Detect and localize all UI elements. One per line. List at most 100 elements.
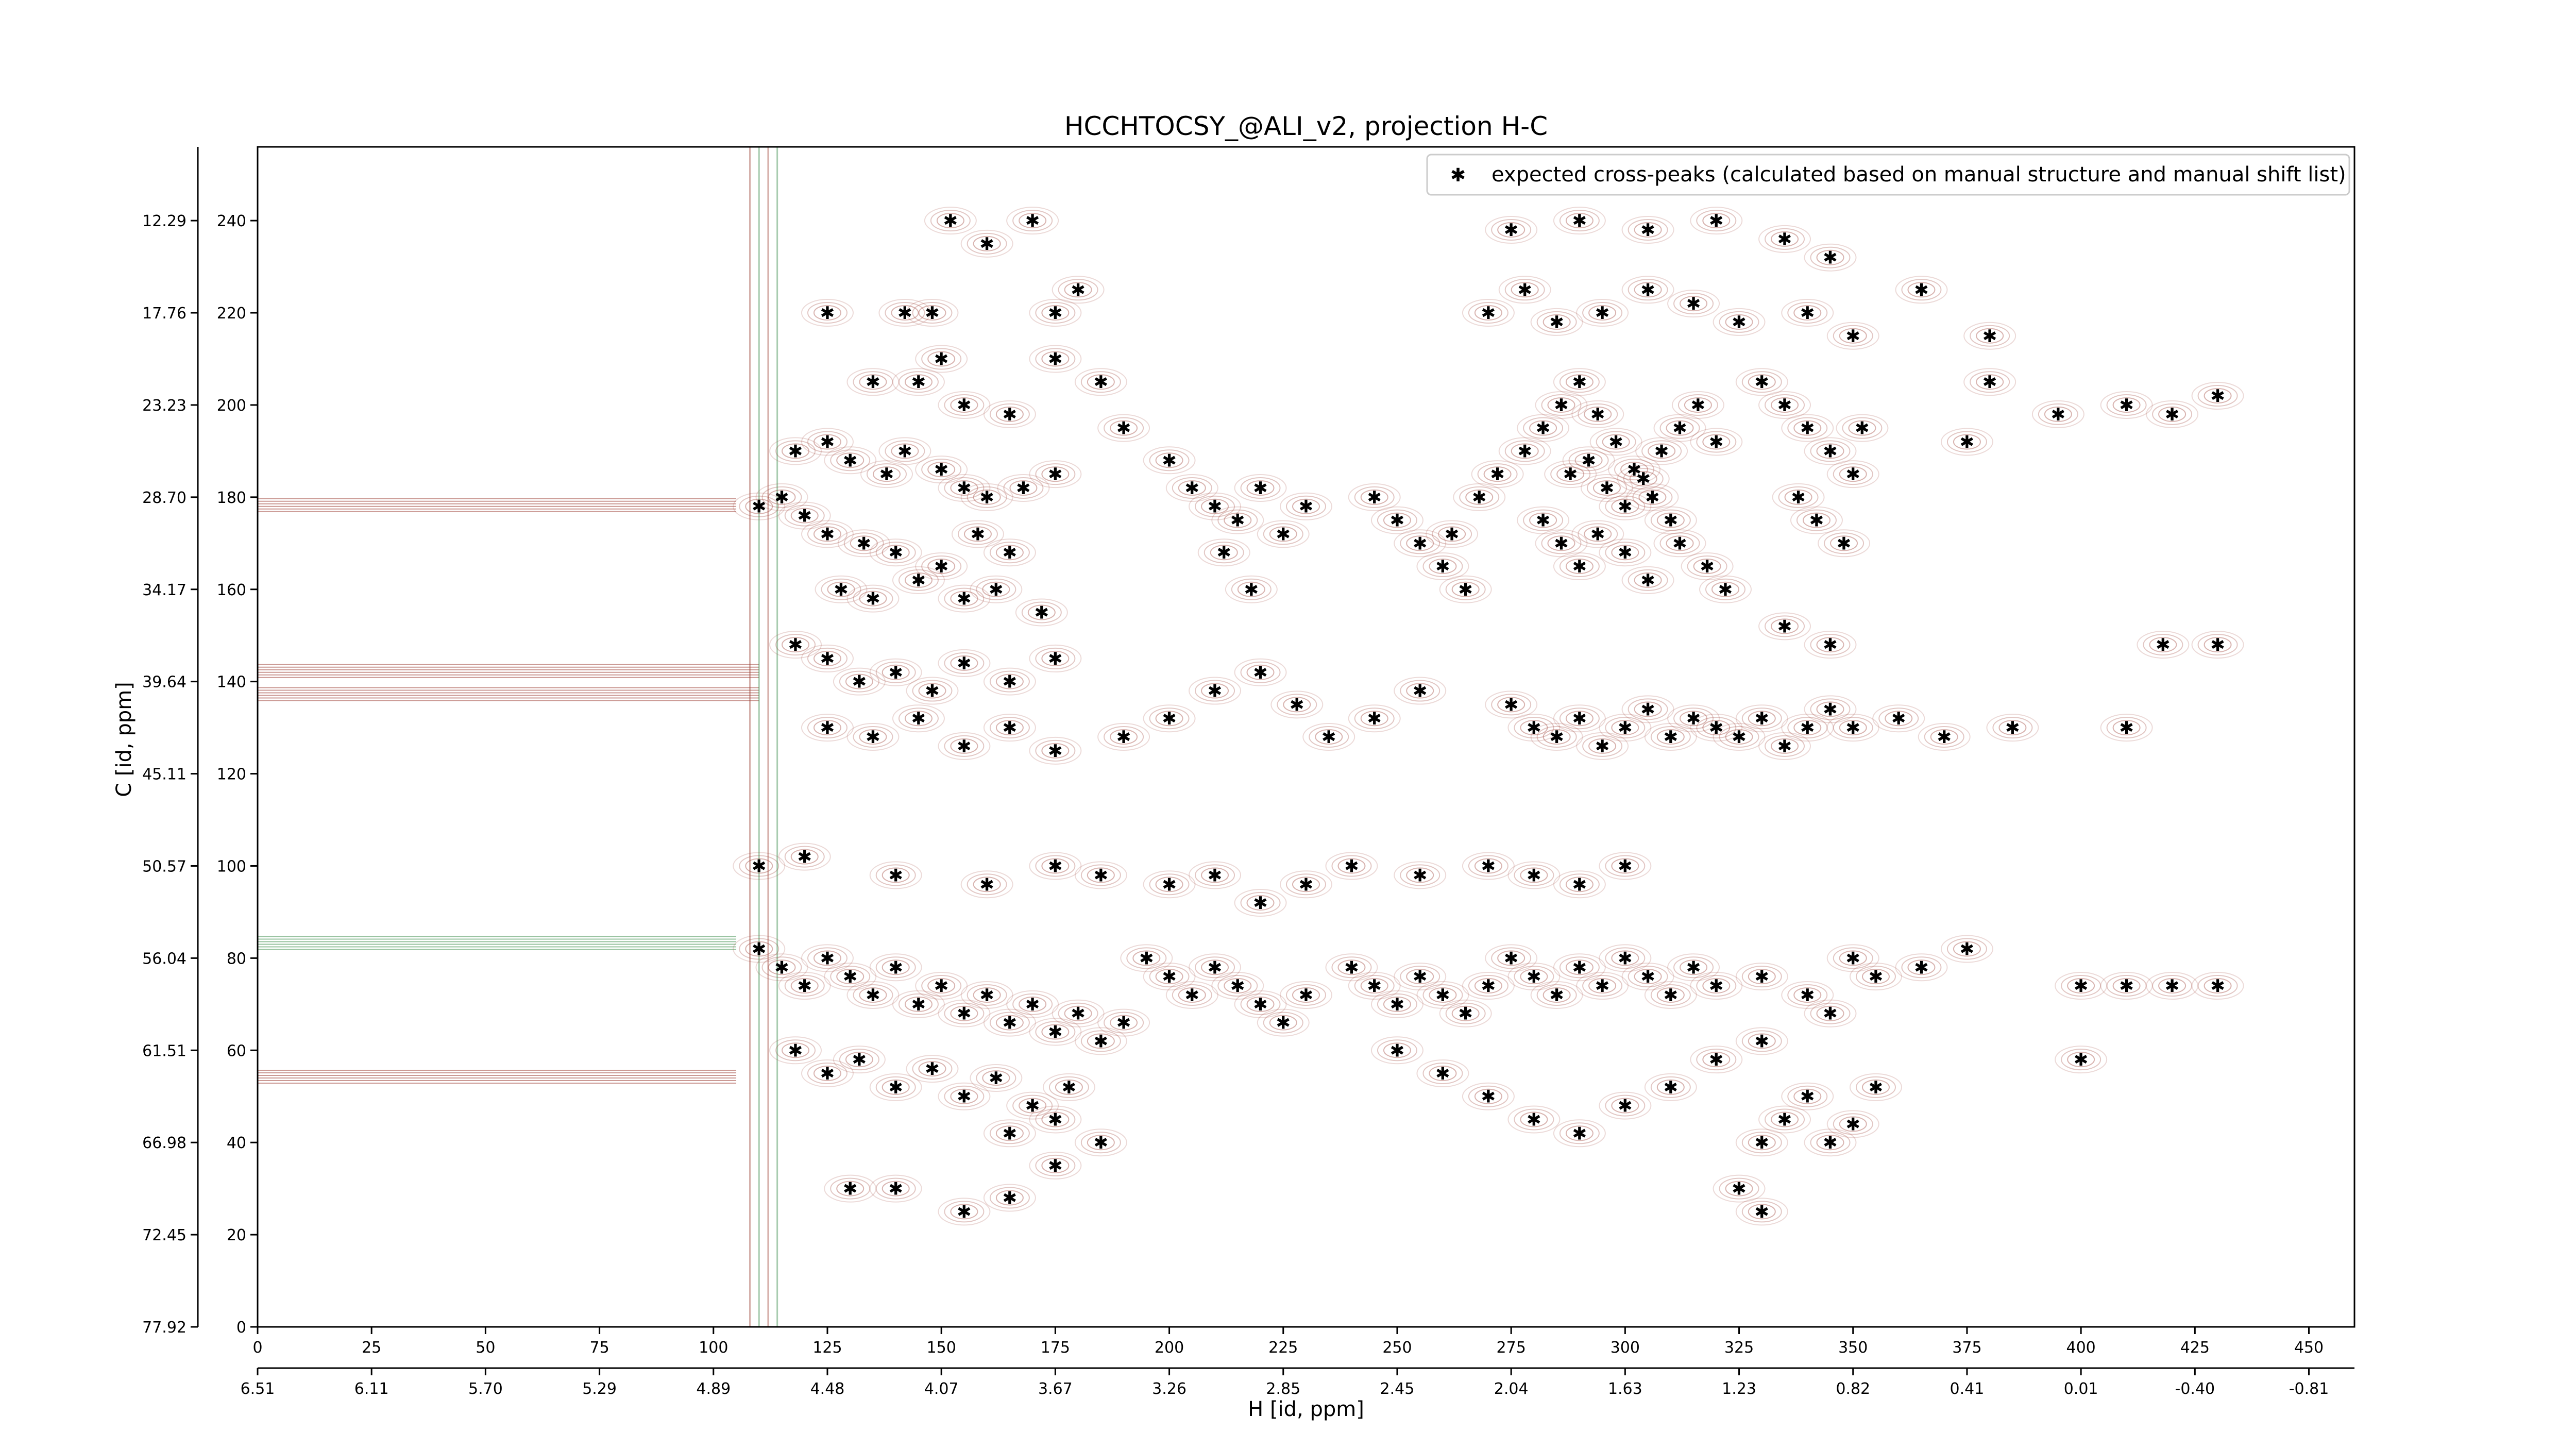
contour-ring [1970, 371, 2010, 393]
x-ppm-tick-label: -0.81 [2289, 1380, 2329, 1398]
contour-ring [1614, 459, 1655, 481]
contour-ring [875, 864, 916, 886]
contour-ring [1634, 282, 1662, 298]
contour-ring [1426, 520, 1479, 548]
contour-ring [1787, 984, 1828, 1006]
cross-peak-point: ✱ [1572, 211, 1587, 231]
contour-ring [1201, 867, 1229, 883]
contour-ring [1719, 1177, 1759, 1200]
contour-ring [801, 644, 854, 672]
contour-ring [1635, 437, 1688, 465]
cross-peak-point: ✱ [1800, 303, 1815, 324]
contour-ring [778, 501, 831, 530]
cross-peak-point: ✱ [1230, 511, 1245, 531]
contour-ring [1588, 738, 1617, 754]
contour-ring [1793, 305, 1822, 321]
contour-ring [1861, 969, 1890, 985]
contour-ring [1217, 975, 1258, 997]
contour-ring [1878, 707, 1919, 730]
contour-ring [1331, 956, 1372, 979]
cross-peak-point: ✱ [1071, 1004, 1086, 1024]
cross-peak-point: ✱ [1590, 405, 1605, 425]
cross-peak-point: ✱ [1162, 967, 1177, 987]
contour-ring [1787, 302, 1828, 324]
contour-ring [924, 207, 977, 235]
cross-peak-point: ✱ [1672, 533, 1687, 554]
contour-ring [1201, 498, 1229, 514]
contour-ring [1930, 729, 1958, 745]
contour-ring [1035, 302, 1076, 324]
contour-ring [1530, 981, 1583, 1009]
contour-ring [1605, 495, 1646, 517]
contour-ring [1543, 729, 1571, 745]
cross-peak-point: ✱ [1517, 280, 1532, 300]
contour-ring [1377, 1039, 1417, 1062]
cross-peak-point: ✱ [1914, 957, 1929, 978]
contour-ring [1370, 1036, 1423, 1065]
contour-ring [873, 466, 901, 482]
contour-ring [769, 631, 822, 659]
contour-ring [860, 460, 913, 488]
contour-ring [1793, 420, 1822, 436]
contour-ring [768, 959, 796, 975]
cross-peak-point: ✱ [897, 441, 912, 462]
contour-ring [967, 486, 1007, 508]
contour-ring [1240, 993, 1281, 1015]
contour-ring [2146, 972, 2199, 1000]
contour-ring [1677, 394, 1718, 416]
cross-peak-point: ✱ [957, 1202, 972, 1222]
cross-peak-point: ✱ [1572, 874, 1587, 895]
contour-ring [1432, 523, 1472, 545]
y-ppm-tick-label: 39.64 [142, 673, 187, 692]
contour-ring [1246, 895, 1275, 911]
contour-ring [739, 855, 779, 877]
contour-ring [1781, 414, 1834, 442]
cross-peak-point: ✱ [1025, 1096, 1040, 1117]
cross-peak-point: ✱ [1608, 432, 1623, 453]
contour-ring [2191, 382, 2244, 410]
contour-ring [1855, 1076, 1896, 1098]
contour-ring [1671, 391, 1724, 419]
x-ppm-tick-label: 4.89 [696, 1380, 731, 1398]
contour-ring [790, 508, 819, 524]
contour-ring [1550, 463, 1591, 485]
contour-ring [768, 489, 796, 505]
contour-ring [1611, 950, 1639, 966]
contour-ring [1529, 512, 1557, 528]
contour-ring [1605, 717, 1646, 739]
contour-ring [915, 552, 968, 581]
x-tick-label: 50 [476, 1339, 495, 1357]
contour-ring [833, 1046, 886, 1074]
x-ppm-tick-label: 2.45 [1380, 1380, 1415, 1398]
contour-ring [1517, 506, 1570, 534]
contour-ring [938, 999, 991, 1027]
contour-ring [1816, 249, 1844, 265]
cross-peak-point: ✱ [1937, 727, 1952, 748]
cross-peak-point: ✱ [1344, 957, 1359, 978]
cross-peak-point: ✱ [1016, 478, 1031, 499]
contour-ring [807, 647, 848, 669]
contour-ring [1292, 498, 1320, 514]
contour-ring [1818, 529, 1871, 558]
contour-ring [1155, 711, 1183, 727]
contour-ring [853, 726, 893, 748]
cross-peak-point: ✱ [1595, 303, 1610, 324]
contour-ring [983, 667, 1036, 696]
cross-peak-point: ✱ [979, 985, 994, 1006]
cross-peak-point: ✱ [1003, 405, 1018, 425]
contour-ring [1735, 368, 1788, 396]
cross-peak-point: ✱ [1777, 229, 1792, 250]
contour-ring [1269, 1015, 1297, 1031]
contour-ring [1611, 720, 1639, 736]
contour-ring [898, 707, 939, 730]
cross-peak-point: ✱ [1845, 948, 1860, 969]
contour-ring [1992, 717, 2033, 739]
contour-ring [1485, 216, 1538, 244]
contour-ring [807, 523, 848, 545]
cross-peak-point: ✱ [2210, 635, 2225, 655]
contour-ring [1839, 328, 1867, 344]
contour-ring [1659, 532, 1700, 554]
cross-peak-point: ✱ [1891, 709, 1906, 729]
x-tick-label: 250 [1382, 1339, 1412, 1357]
contour-ring [1012, 993, 1053, 1015]
